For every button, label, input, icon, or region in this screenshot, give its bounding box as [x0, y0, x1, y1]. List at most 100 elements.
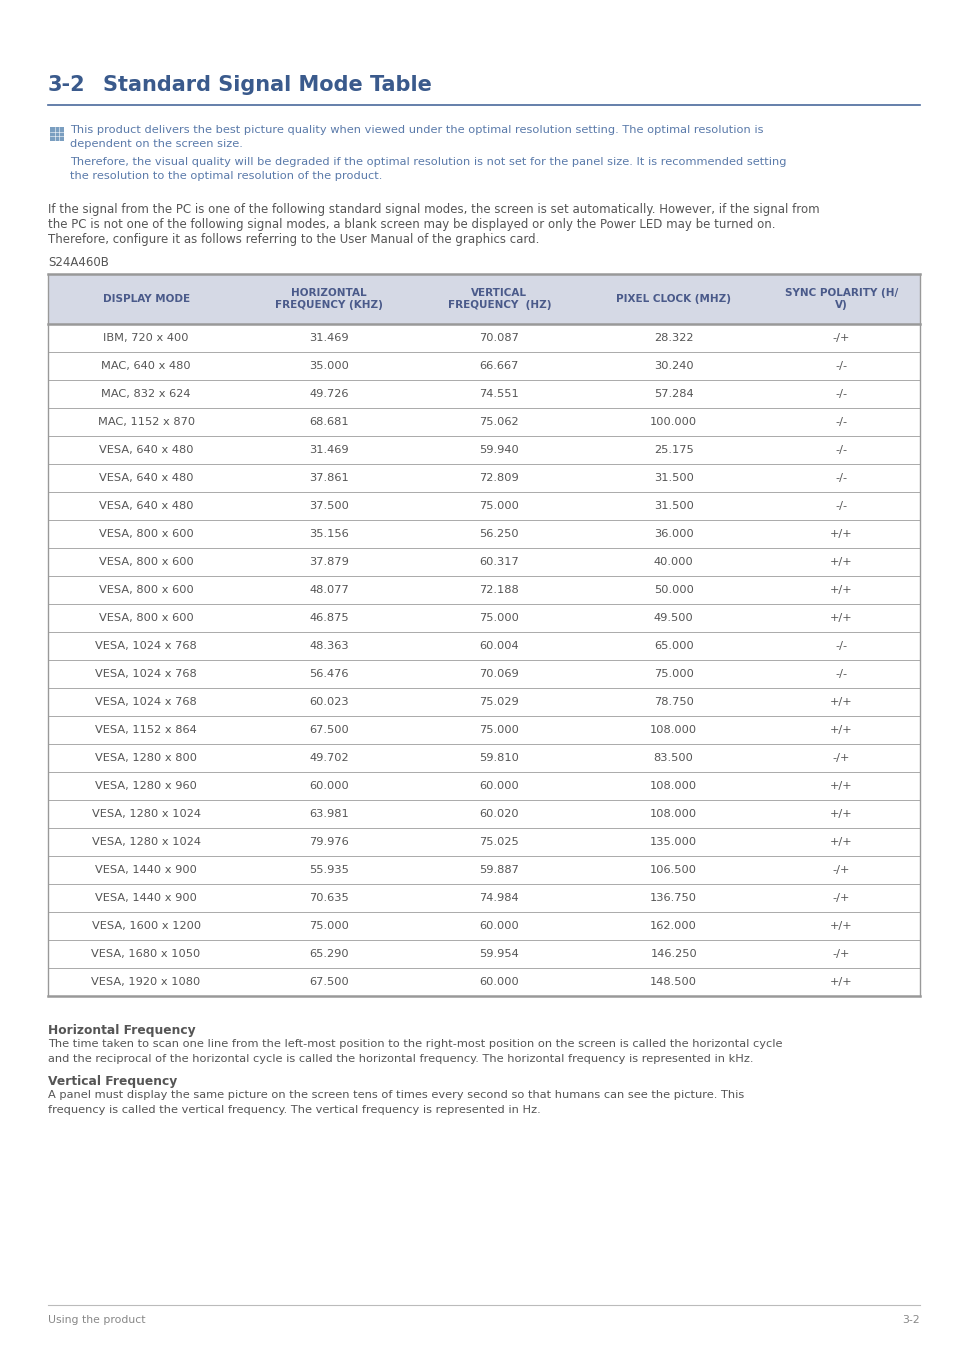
Text: 35.156: 35.156 [309, 529, 349, 539]
Text: dependent on the screen size.: dependent on the screen size. [70, 139, 243, 148]
Text: -/-: -/- [835, 360, 846, 371]
Text: 108.000: 108.000 [649, 782, 697, 791]
Text: -/-: -/- [835, 472, 846, 483]
Text: VESA, 800 x 600: VESA, 800 x 600 [98, 529, 193, 539]
Text: 67.500: 67.500 [309, 977, 349, 987]
Text: VESA, 1280 x 960: VESA, 1280 x 960 [95, 782, 197, 791]
Text: -/-: -/- [835, 501, 846, 512]
Text: SYNC POLARITY (H/
V): SYNC POLARITY (H/ V) [784, 288, 897, 311]
Text: 56.476: 56.476 [309, 670, 349, 679]
Text: VESA, 800 x 600: VESA, 800 x 600 [98, 558, 193, 567]
Text: +/+: +/+ [829, 837, 852, 846]
Text: The time taken to scan one line from the left-most position to the right-most po: The time taken to scan one line from the… [48, 1040, 781, 1049]
Text: 30.240: 30.240 [653, 360, 693, 371]
Text: +/+: +/+ [829, 529, 852, 539]
Text: 135.000: 135.000 [649, 837, 697, 846]
Text: 70.087: 70.087 [478, 333, 518, 343]
Text: 60.000: 60.000 [478, 921, 518, 931]
Text: 57.284: 57.284 [653, 389, 693, 400]
Text: 60.023: 60.023 [309, 697, 349, 707]
Text: 75.000: 75.000 [478, 613, 518, 622]
Text: If the signal from the PC is one of the following standard signal modes, the scr: If the signal from the PC is one of the … [48, 202, 819, 216]
Text: 35.000: 35.000 [309, 360, 349, 371]
Text: +/+: +/+ [829, 725, 852, 734]
Text: 46.875: 46.875 [309, 613, 349, 622]
Text: Standard Signal Mode Table: Standard Signal Mode Table [103, 76, 432, 95]
Text: VESA, 1024 x 768: VESA, 1024 x 768 [95, 641, 196, 651]
Text: 108.000: 108.000 [649, 725, 697, 734]
Text: the PC is not one of the following signal modes, a blank screen may be displayed: the PC is not one of the following signa… [48, 217, 775, 231]
Text: 37.861: 37.861 [309, 472, 349, 483]
Text: VESA, 800 x 600: VESA, 800 x 600 [98, 613, 193, 622]
Text: VERTICAL
FREQUENCY  (HZ): VERTICAL FREQUENCY (HZ) [447, 288, 551, 311]
Text: 40.000: 40.000 [653, 558, 693, 567]
Text: 72.809: 72.809 [478, 472, 518, 483]
Text: 59.940: 59.940 [478, 446, 518, 455]
Text: 75.000: 75.000 [309, 921, 349, 931]
Text: 146.250: 146.250 [650, 949, 697, 958]
Text: 60.000: 60.000 [478, 977, 518, 987]
Text: IBM, 720 x 400: IBM, 720 x 400 [103, 333, 189, 343]
Text: 70.635: 70.635 [309, 892, 349, 903]
Text: 136.750: 136.750 [650, 892, 697, 903]
Text: 79.976: 79.976 [309, 837, 349, 846]
Text: 28.322: 28.322 [653, 333, 693, 343]
Text: S24A460B: S24A460B [48, 256, 109, 269]
Text: +/+: +/+ [829, 697, 852, 707]
Text: 74.551: 74.551 [478, 389, 518, 400]
Text: +/+: +/+ [829, 585, 852, 595]
Text: Using the product: Using the product [48, 1315, 146, 1324]
Text: 50.000: 50.000 [653, 585, 693, 595]
Text: 75.000: 75.000 [478, 725, 518, 734]
Text: 60.004: 60.004 [479, 641, 518, 651]
Text: 31.500: 31.500 [653, 501, 693, 512]
Text: VESA, 1280 x 1024: VESA, 1280 x 1024 [91, 809, 200, 819]
Bar [50, 127, 64, 140]
Text: PIXEL CLOCK (MHZ): PIXEL CLOCK (MHZ) [616, 294, 730, 304]
Text: 48.363: 48.363 [309, 641, 349, 651]
Text: +/+: +/+ [829, 782, 852, 791]
Text: 66.667: 66.667 [479, 360, 518, 371]
Text: 83.500: 83.500 [653, 753, 693, 763]
Bar [48, 274, 919, 324]
Text: VESA, 800 x 600: VESA, 800 x 600 [98, 585, 193, 595]
Text: +/+: +/+ [829, 977, 852, 987]
Text: 106.500: 106.500 [650, 865, 697, 875]
Text: 36.000: 36.000 [653, 529, 693, 539]
Text: the resolution to the optimal resolution of the product.: the resolution to the optimal resolution… [70, 171, 382, 181]
Text: 56.250: 56.250 [479, 529, 518, 539]
Text: 31.500: 31.500 [653, 472, 693, 483]
Text: HORIZONTAL
FREQUENCY (KHZ): HORIZONTAL FREQUENCY (KHZ) [275, 288, 383, 311]
Text: 74.984: 74.984 [479, 892, 518, 903]
Text: +/+: +/+ [829, 613, 852, 622]
Text: -/+: -/+ [832, 865, 849, 875]
Text: 75.000: 75.000 [478, 501, 518, 512]
Text: 49.702: 49.702 [309, 753, 349, 763]
Text: -/-: -/- [835, 670, 846, 679]
Text: 60.020: 60.020 [479, 809, 518, 819]
Text: 60.000: 60.000 [309, 782, 349, 791]
Text: MAC, 1152 x 870: MAC, 1152 x 870 [97, 417, 194, 427]
Text: 108.000: 108.000 [649, 809, 697, 819]
Text: This product delivers the best picture quality when viewed under the optimal res: This product delivers the best picture q… [70, 126, 762, 135]
Text: +/+: +/+ [829, 809, 852, 819]
Text: 55.935: 55.935 [309, 865, 349, 875]
Text: VESA, 1440 x 900: VESA, 1440 x 900 [95, 892, 197, 903]
Text: 31.469: 31.469 [309, 446, 349, 455]
Text: VESA, 1280 x 1024: VESA, 1280 x 1024 [91, 837, 200, 846]
Text: -/-: -/- [835, 389, 846, 400]
Text: VESA, 1920 x 1080: VESA, 1920 x 1080 [91, 977, 200, 987]
Text: DISPLAY MODE: DISPLAY MODE [102, 294, 190, 304]
Text: VESA, 1024 x 768: VESA, 1024 x 768 [95, 697, 196, 707]
Text: -/+: -/+ [832, 892, 849, 903]
Text: Therefore, the visual quality will be degraded if the optimal resolution is not : Therefore, the visual quality will be de… [70, 157, 785, 167]
Text: frequency is called the vertical frequency. The vertical frequency is represente: frequency is called the vertical frequen… [48, 1106, 540, 1115]
Text: -/-: -/- [835, 641, 846, 651]
Text: 75.000: 75.000 [653, 670, 693, 679]
Text: VESA, 1680 x 1050: VESA, 1680 x 1050 [91, 949, 200, 958]
Text: 78.750: 78.750 [653, 697, 693, 707]
Text: -/+: -/+ [832, 333, 849, 343]
Text: 49.500: 49.500 [653, 613, 693, 622]
Text: +/+: +/+ [829, 921, 852, 931]
Text: 63.981: 63.981 [309, 809, 349, 819]
